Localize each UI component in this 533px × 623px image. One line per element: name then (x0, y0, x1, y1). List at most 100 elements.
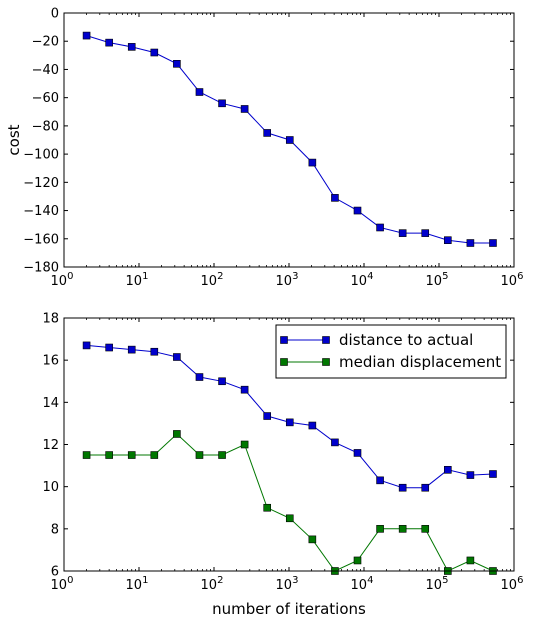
x-tick-exponent: 6 (517, 575, 523, 586)
y-tick-label: 18 (42, 312, 59, 327)
data-point (219, 378, 226, 385)
x-tick-base: 10 (276, 578, 293, 593)
y-tick-label: 10 (42, 480, 59, 495)
x-tick-base: 10 (426, 274, 443, 289)
data-point (399, 230, 406, 237)
x-tick-exponent: 3 (292, 575, 298, 586)
x-tick-exponent: 6 (517, 271, 523, 282)
data-point (151, 348, 158, 355)
y-tick-label: −100 (23, 148, 59, 163)
data-point (196, 452, 203, 459)
y-tick-label: −160 (23, 232, 59, 247)
legend-label: distance to actual (339, 331, 473, 349)
data-point (377, 525, 384, 532)
data-point (467, 240, 474, 247)
data-point (399, 525, 406, 532)
data-point (264, 129, 271, 136)
x-tick-exponent: 3 (292, 271, 298, 282)
x-tick-label: 106 (501, 575, 524, 593)
x-tick-label: 100 (51, 575, 74, 593)
y-tick-label: 8 (51, 522, 59, 537)
data-point (241, 441, 248, 448)
data-point (422, 484, 429, 491)
data-point (331, 194, 338, 201)
data-point (83, 32, 90, 39)
legend-marker (323, 337, 330, 344)
x-tick-base: 10 (51, 578, 68, 593)
x-tick-base: 10 (351, 578, 368, 593)
x-tick-exponent: 0 (67, 575, 73, 586)
x-tick-label: 105 (426, 271, 449, 289)
data-point (151, 452, 158, 459)
data-point (489, 471, 496, 478)
x-tick-exponent: 2 (217, 271, 223, 282)
x-tick-base: 10 (201, 274, 218, 289)
x-axis-label: number of iterations (212, 600, 366, 618)
x-tick-base: 10 (126, 578, 143, 593)
data-point (241, 105, 248, 112)
y-tick-label: 12 (42, 438, 59, 453)
data-point (83, 452, 90, 459)
y-tick-label: −60 (32, 91, 59, 106)
data-point (151, 49, 158, 56)
x-tick-base: 10 (51, 274, 68, 289)
x-tick-label: 102 (201, 271, 224, 289)
data-point (173, 354, 180, 361)
data-point (196, 89, 203, 96)
legend-marker (281, 359, 288, 366)
data-point (422, 230, 429, 237)
y-tick-label: 16 (42, 354, 59, 369)
data-point (489, 240, 496, 247)
x-tick-exponent: 2 (217, 575, 223, 586)
data-point (128, 43, 135, 50)
data-point (219, 452, 226, 459)
data-point (309, 536, 316, 543)
data-point (444, 237, 451, 244)
legend: distance to actual median displacement (276, 325, 506, 378)
legend-marker (323, 359, 330, 366)
x-tick-exponent: 1 (142, 575, 148, 586)
data-point (219, 100, 226, 107)
x-tick-base: 10 (501, 578, 518, 593)
y-tick-label: −20 (32, 35, 59, 50)
x-tick-label: 102 (201, 575, 224, 593)
data-point (128, 346, 135, 353)
data-point (354, 449, 361, 456)
y-tick-label: −80 (32, 119, 59, 134)
data-point (173, 60, 180, 67)
x-tick-exponent: 1 (142, 271, 148, 282)
data-point (377, 477, 384, 484)
data-point (399, 484, 406, 491)
x-tick-base: 10 (201, 578, 218, 593)
x-tick-base: 10 (276, 274, 293, 289)
data-point (331, 439, 338, 446)
y-tick-label: −120 (23, 176, 59, 191)
x-tick-label: 100 (51, 271, 74, 289)
y-tick-label: −40 (32, 63, 59, 78)
data-point (286, 419, 293, 426)
x-tick-label: 104 (351, 575, 374, 593)
x-tick-exponent: 5 (442, 271, 448, 282)
data-point (309, 159, 316, 166)
y-tick-label: 0 (51, 7, 59, 22)
data-point (173, 430, 180, 437)
data-point (241, 386, 248, 393)
data-point (106, 344, 113, 351)
x-tick-base: 10 (501, 274, 518, 289)
x-tick-base: 10 (426, 578, 443, 593)
y-tick-label: 14 (42, 396, 59, 411)
x-tick-base: 10 (351, 274, 368, 289)
data-point (83, 342, 90, 349)
data-point (264, 504, 271, 511)
y-tick-label: −140 (23, 204, 59, 219)
data-point (467, 557, 474, 564)
x-tick-exponent: 0 (67, 271, 73, 282)
data-point (128, 452, 135, 459)
legend-marker (281, 337, 288, 344)
x-tick-exponent: 4 (367, 575, 373, 586)
x-tick-base: 10 (126, 274, 143, 289)
data-point (286, 137, 293, 144)
x-tick-label: 101 (126, 575, 149, 593)
